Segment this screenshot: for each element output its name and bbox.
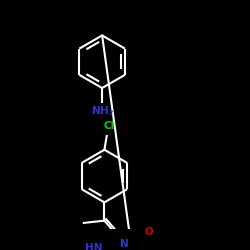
Text: HN: HN (85, 243, 102, 250)
Text: O: O (145, 227, 154, 237)
Text: Cl: Cl (103, 122, 115, 132)
Text: NH$_2$: NH$_2$ (90, 104, 114, 118)
Text: N: N (120, 239, 129, 249)
